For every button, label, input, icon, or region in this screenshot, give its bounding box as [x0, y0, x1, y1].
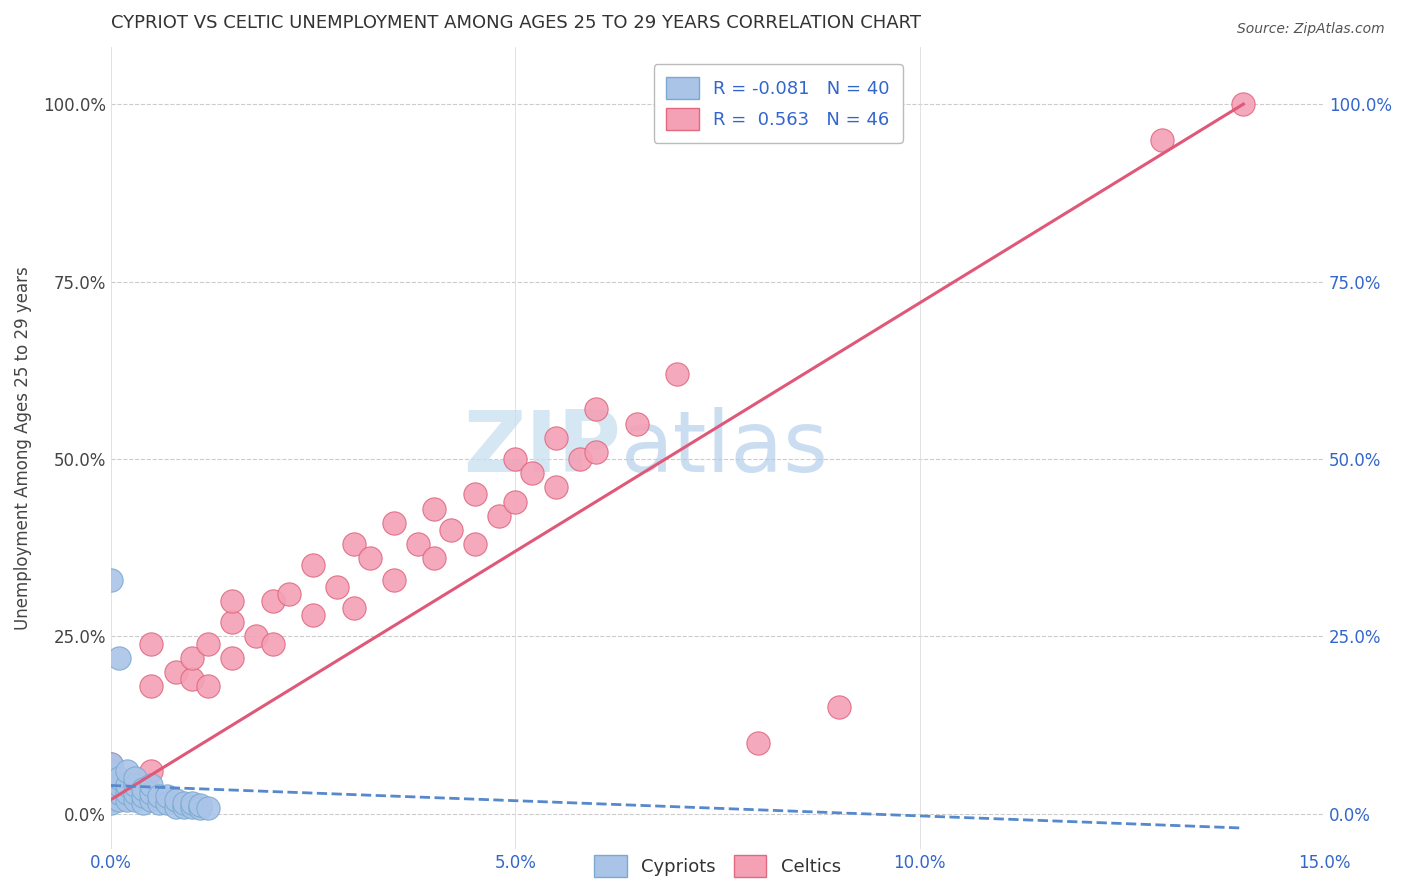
- Point: [666, 367, 689, 381]
- Point: [277, 587, 299, 601]
- Point: [141, 786, 163, 800]
- Point: [544, 431, 567, 445]
- Point: [1152, 133, 1174, 147]
- Point: [382, 573, 405, 587]
- Point: [505, 494, 527, 508]
- Point: [124, 786, 146, 800]
- Point: [108, 772, 131, 786]
- Point: [406, 537, 429, 551]
- Point: [165, 799, 187, 814]
- Point: [108, 779, 131, 793]
- Point: [488, 508, 510, 523]
- Point: [747, 736, 769, 750]
- Point: [124, 772, 146, 786]
- Text: CYPRIOT VS CELTIC UNEMPLOYMENT AMONG AGES 25 TO 29 YEARS CORRELATION CHART: CYPRIOT VS CELTIC UNEMPLOYMENT AMONG AGE…: [111, 14, 921, 32]
- Point: [544, 480, 567, 494]
- Point: [132, 789, 155, 804]
- Point: [382, 516, 405, 530]
- Point: [262, 594, 284, 608]
- Point: [221, 650, 243, 665]
- Point: [188, 801, 211, 815]
- Point: [180, 796, 202, 810]
- Point: [188, 798, 211, 813]
- Point: [141, 679, 163, 693]
- Point: [141, 793, 163, 807]
- Point: [100, 793, 122, 807]
- Point: [439, 523, 461, 537]
- Point: [165, 793, 187, 807]
- Point: [569, 452, 592, 467]
- Point: [326, 580, 349, 594]
- Point: [156, 789, 179, 804]
- Y-axis label: Unemployment Among Ages 25 to 29 years: Unemployment Among Ages 25 to 29 years: [14, 267, 32, 631]
- Point: [124, 779, 146, 793]
- Point: [115, 786, 138, 800]
- Point: [520, 466, 543, 480]
- Point: [221, 594, 243, 608]
- Text: atlas: atlas: [620, 407, 828, 490]
- Point: [141, 636, 163, 650]
- Point: [180, 672, 202, 686]
- Point: [464, 487, 486, 501]
- Point: [132, 782, 155, 797]
- Point: [197, 636, 219, 650]
- Point: [464, 537, 486, 551]
- Point: [148, 796, 170, 810]
- Point: [100, 757, 122, 772]
- Text: Source: ZipAtlas.com: Source: ZipAtlas.com: [1237, 22, 1385, 37]
- Point: [115, 764, 138, 779]
- Point: [173, 799, 195, 814]
- Point: [100, 757, 122, 772]
- Point: [100, 772, 122, 786]
- Point: [180, 650, 202, 665]
- Point: [626, 417, 648, 431]
- Point: [108, 793, 131, 807]
- Point: [100, 779, 122, 793]
- Point: [141, 764, 163, 779]
- Point: [100, 796, 122, 810]
- Point: [197, 801, 219, 815]
- Point: [148, 789, 170, 804]
- Point: [141, 779, 163, 793]
- Point: [505, 452, 527, 467]
- Point: [156, 796, 179, 810]
- Point: [197, 679, 219, 693]
- Point: [108, 650, 131, 665]
- Point: [302, 558, 325, 573]
- Point: [132, 796, 155, 810]
- Point: [221, 615, 243, 630]
- Point: [828, 700, 851, 714]
- Point: [262, 636, 284, 650]
- Point: [1232, 97, 1254, 112]
- Point: [115, 779, 138, 793]
- Point: [108, 786, 131, 800]
- Point: [100, 786, 122, 800]
- Point: [342, 537, 364, 551]
- Point: [165, 665, 187, 679]
- Point: [585, 402, 607, 417]
- Point: [359, 551, 381, 566]
- Point: [124, 793, 146, 807]
- Point: [100, 764, 122, 779]
- Point: [115, 793, 138, 807]
- Text: ZIP: ZIP: [463, 407, 620, 490]
- Point: [423, 551, 446, 566]
- Point: [180, 799, 202, 814]
- Point: [302, 608, 325, 623]
- Point: [342, 601, 364, 615]
- Point: [173, 796, 195, 810]
- Legend: Cypriots, Celtics: Cypriots, Celtics: [586, 848, 848, 885]
- Point: [100, 779, 122, 793]
- Point: [423, 501, 446, 516]
- Point: [585, 445, 607, 459]
- Point: [100, 573, 122, 587]
- Point: [245, 629, 267, 643]
